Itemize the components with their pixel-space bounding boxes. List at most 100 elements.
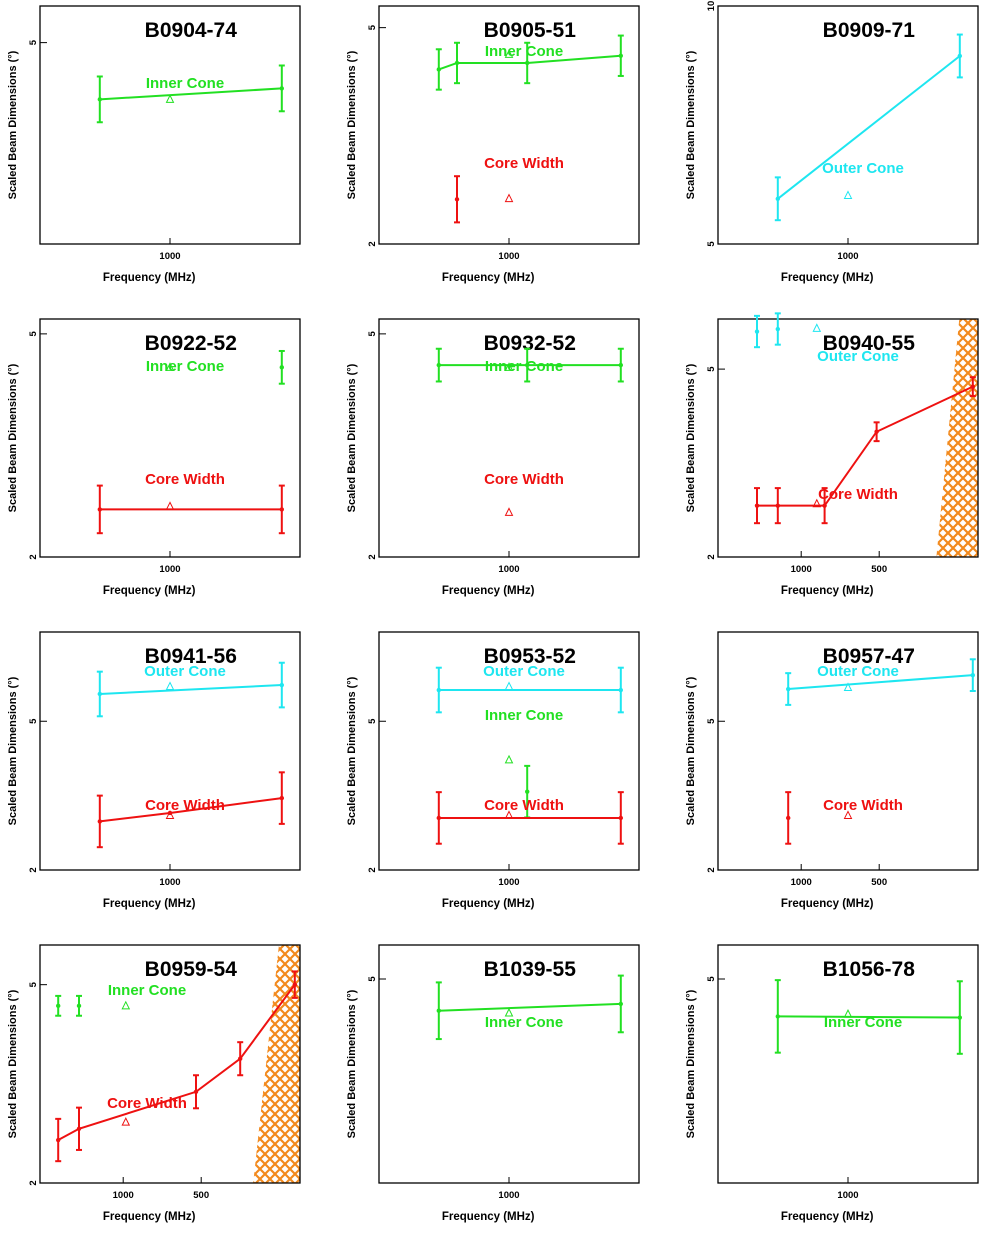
y-tick-label: 5 (367, 976, 378, 982)
reference-triangle-marker (121, 1000, 131, 1010)
reference-triangle-marker (121, 1117, 131, 1126)
reference-triangle-marker (843, 190, 853, 199)
reference-triangle-marker (812, 498, 822, 508)
forbidden-region-hatch (936, 319, 978, 557)
plot-frame (717, 318, 979, 558)
x-axis-label: Frequency (MHz) (781, 272, 874, 284)
data-point (279, 507, 284, 512)
chart-panel: B0932-52 Scaled Beam Dimensions (°) Freque… (339, 313, 666, 619)
x-axis-label: Frequency (MHz) (442, 898, 535, 910)
data-point (279, 86, 284, 91)
plot-frame (39, 944, 301, 1184)
series-label: Outer Cone (817, 348, 899, 365)
chart-svg: B1039-55 Scaled Beam Dimensions (°) Freque… (346, 944, 640, 1223)
chart-panel: B1056-78 Scaled Beam Dimensions (°) Freque… (678, 939, 981, 1245)
reference-triangle-marker (504, 193, 514, 203)
data-point (292, 982, 297, 987)
y-axis-label: Scaled Beam Dimensions (°) (346, 50, 358, 199)
chart-title: B0959-54 (145, 958, 238, 981)
y-axis-label: Scaled Beam Dimensions (°) (685, 50, 697, 199)
data-point (874, 429, 879, 434)
y-axis-label: Scaled Beam Dimensions (°) (346, 676, 358, 825)
reference-triangle-marker (165, 362, 175, 371)
series-label: Inner Cone (485, 43, 563, 60)
reference-triangle-marker (843, 682, 853, 692)
x-axis-label: Frequency (MHz) (103, 898, 196, 910)
series-label: Inner Cone (146, 358, 224, 375)
data-point (76, 1003, 82, 1009)
chart-title: B0941-56 (145, 645, 237, 668)
y-axis-label: Scaled Beam Dimensions (°) (7, 676, 19, 825)
reference-triangle-marker (812, 323, 822, 332)
y-tick-label: 2 (367, 554, 378, 559)
data-point (97, 507, 103, 512)
series-label: Inner Cone (146, 75, 224, 92)
y-axis-label: Scaled Beam Dimensions (°) (7, 989, 19, 1138)
chart-panel: B0941-56 Scaled Beam Dimensions (°) Freque… (0, 626, 327, 932)
data-point (436, 687, 441, 693)
x-axis-label: Frequency (MHz) (442, 272, 535, 284)
y-axis-label: Scaled Beam Dimensions (°) (685, 676, 697, 825)
chart-title: B0909-71 (823, 19, 916, 42)
reference-triangle-marker (165, 810, 175, 819)
series-label: Core Width (484, 797, 564, 814)
y-tick-label: 5 (28, 718, 39, 724)
data-point (56, 1003, 61, 1009)
data-point (238, 1056, 243, 1061)
x-tick-label: 1000 (159, 251, 180, 262)
y-tick-label: 5 (706, 366, 717, 372)
chart-svg: B0957-47 Scaled Beam Dimensions (°) Freque… (685, 631, 979, 910)
x-tick-label: 500 (871, 877, 887, 888)
chart-title: B0940-55 (823, 332, 916, 355)
plot-frame (717, 631, 979, 871)
chart-title: B1039-55 (484, 958, 577, 981)
x-tick-label: 1000 (837, 1190, 858, 1201)
y-tick-label: 2 (706, 867, 717, 872)
data-point (97, 819, 103, 824)
x-axis-label: Frequency (MHz) (103, 272, 196, 284)
data-point (436, 67, 441, 72)
y-tick-label: 2 (28, 867, 39, 872)
chart-svg: B1056-78 Scaled Beam Dimensions (°) Freque… (685, 944, 979, 1223)
data-point (76, 1126, 82, 1131)
chart-svg: B0909-71 Scaled Beam Dimensions (°) Freque… (685, 1, 979, 284)
series-line (99, 87, 282, 101)
chart-svg: B0940-55 Scaled Beam Dimensions (°) Freque… (685, 312, 979, 597)
x-tick-label: 500 (871, 564, 887, 575)
series-line (788, 674, 973, 691)
chart-title: B0932-52 (484, 332, 576, 355)
reference-triangle-marker (504, 49, 514, 58)
chart-title: B0904-74 (145, 19, 238, 42)
series-label: Outer Cone (817, 663, 899, 680)
y-axis-label: Scaled Beam Dimensions (°) (346, 989, 358, 1138)
reference-triangle-marker (165, 681, 175, 691)
y-tick-label: 5 (367, 24, 378, 30)
x-axis-label: Frequency (MHz) (781, 585, 874, 597)
y-tick-label: 5 (706, 241, 717, 247)
data-point (822, 503, 827, 508)
y-tick-label: 5 (706, 976, 717, 982)
series-line (57, 984, 296, 1141)
data-point (279, 365, 284, 370)
data-point (436, 1008, 441, 1013)
x-axis-label: Frequency (MHz) (103, 1211, 196, 1223)
x-tick-label: 1000 (498, 1190, 519, 1201)
series-label: Core Width (484, 155, 564, 172)
x-axis-label: Frequency (MHz) (442, 1211, 535, 1223)
x-tick-label: 1000 (113, 1190, 134, 1201)
y-tick-label: 2 (28, 1180, 39, 1185)
y-tick-label: 10 (706, 1, 717, 12)
series-label: Outer Cone (822, 160, 904, 177)
data-point (970, 672, 975, 678)
series-label: Core Width (484, 471, 564, 488)
data-point (618, 687, 623, 693)
chart-title: B1056-78 (823, 958, 916, 981)
chart-title: B0922-52 (145, 332, 237, 355)
data-point (525, 60, 530, 66)
y-tick-label: 2 (367, 241, 378, 246)
y-axis-label: Scaled Beam Dimensions (°) (346, 363, 358, 512)
forbidden-region-hatch (253, 945, 300, 1183)
y-tick-label: 5 (706, 718, 717, 724)
chart-panel: B0940-55 Scaled Beam Dimensions (°) Freque… (678, 312, 981, 619)
data-point (454, 197, 460, 202)
